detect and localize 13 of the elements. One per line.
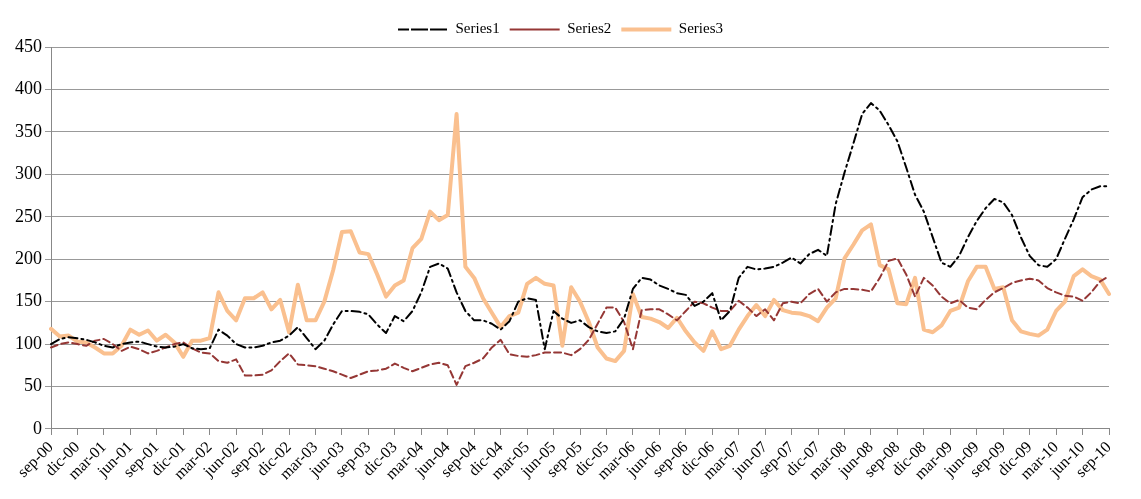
y-tick-label: 350 [15, 120, 42, 141]
y-tick-label: 0 [33, 417, 42, 438]
y-tick-label: 200 [15, 247, 42, 268]
y-tick-label: 450 [15, 35, 42, 56]
y-tick-label: 250 [15, 205, 42, 226]
y-tick-label: 300 [15, 163, 42, 184]
y-tick-label: 150 [15, 290, 42, 311]
legend-label: Series1 [455, 20, 500, 37]
legend-label: Series3 [678, 20, 723, 37]
legend-label: Series2 [567, 20, 612, 37]
y-tick-label: 50 [24, 375, 42, 396]
y-tick-label: 100 [15, 332, 42, 353]
y-tick-label: 400 [15, 78, 42, 99]
